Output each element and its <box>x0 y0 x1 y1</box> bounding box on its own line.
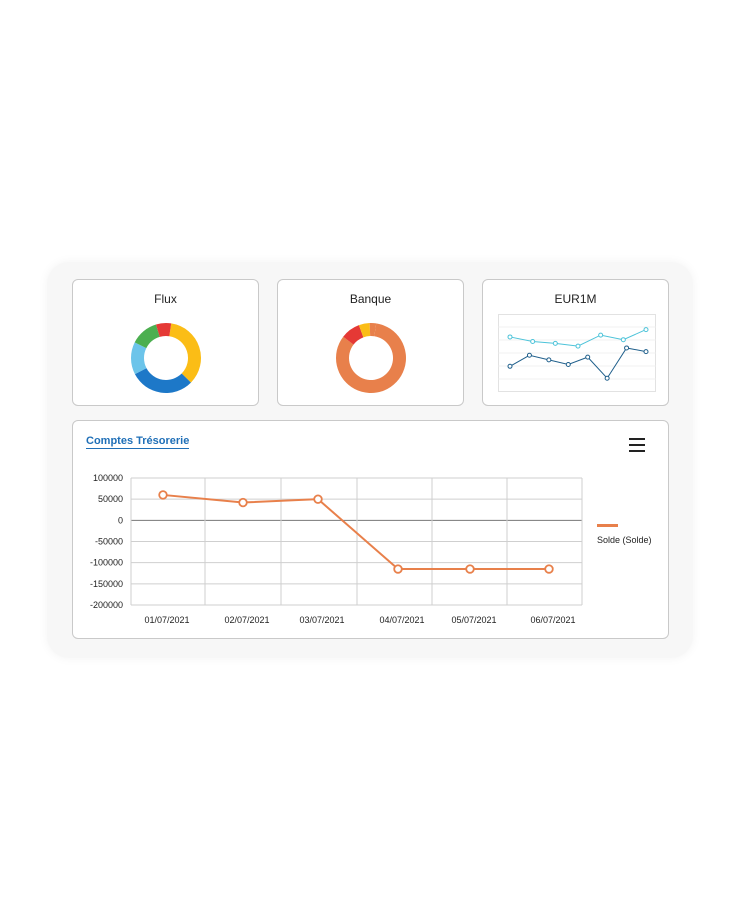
y-tick-label: -50000 <box>95 537 123 547</box>
mini-series-point[interactable] <box>624 345 630 351</box>
legend-label[interactable]: Solde (Solde) <box>597 535 652 545</box>
banque-donut-segment[interactable] <box>369 323 377 337</box>
mini-series-point[interactable] <box>565 361 571 367</box>
banque-donut-segment[interactable] <box>358 323 371 338</box>
flux-donut-segment[interactable] <box>134 324 160 349</box>
hamburger-menu-icon[interactable] <box>629 437 647 453</box>
comptes-tresorerie-card: Comptes Trésorerie 100000 50000 0 -50000 -10… <box>72 420 669 639</box>
y-tick-label: 50000 <box>98 494 123 504</box>
mini-series-point[interactable] <box>575 343 581 349</box>
x-tick-label: 01/07/2021 <box>144 615 189 625</box>
banque-donut-segment[interactable] <box>336 323 406 393</box>
solde-series-line <box>162 493 549 571</box>
eur1m-line-chart <box>498 314 656 392</box>
solde-data-point[interactable] <box>158 490 168 500</box>
eur1m-title: EUR1M <box>554 292 597 306</box>
eur1m-card: EUR1M <box>482 279 669 406</box>
flux-donut-segment[interactable] <box>134 368 191 393</box>
mini-series-point[interactable] <box>552 340 558 346</box>
y-tick-label: 100000 <box>93 473 123 483</box>
banque-card: Banque <box>277 279 464 406</box>
solde-data-point[interactable] <box>393 564 403 574</box>
y-tick-label: -150000 <box>90 579 123 589</box>
mini-series-point[interactable] <box>643 349 649 355</box>
banque-donut-segment[interactable] <box>343 325 364 345</box>
mini-series-line <box>509 347 647 380</box>
mini-series-point[interactable] <box>620 337 626 343</box>
x-tick-label: 03/07/2021 <box>299 615 344 625</box>
y-tick-label: -200000 <box>90 600 123 610</box>
flux-title: Flux <box>154 292 177 306</box>
x-tick-label: 02/07/2021 <box>224 615 269 625</box>
solde-data-point[interactable] <box>465 564 475 574</box>
flux-donut-segment[interactable] <box>155 323 172 337</box>
x-tick-label: 06/07/2021 <box>530 615 575 625</box>
mini-series-point[interactable] <box>507 363 513 369</box>
mini-series-point[interactable] <box>530 339 536 345</box>
solde-data-point[interactable] <box>313 494 323 504</box>
solde-data-point[interactable] <box>544 564 554 574</box>
banque-donut-chart <box>336 323 406 393</box>
y-tick-label: -100000 <box>90 558 123 568</box>
solde-data-point[interactable] <box>238 497 248 508</box>
flux-donut-segment[interactable] <box>169 323 201 383</box>
main-chart-title[interactable]: Comptes Trésorerie <box>86 435 190 449</box>
y-tick-label: 0 <box>118 515 123 525</box>
mini-series-point[interactable] <box>585 354 591 360</box>
banque-title: Banque <box>349 292 392 306</box>
mini-series-point[interactable] <box>598 332 604 338</box>
mini-series-point[interactable] <box>526 352 532 358</box>
mini-series-point[interactable] <box>604 375 610 381</box>
solde-line-chart: 100000 50000 0 -50000 -100000 -150000 -200000 0… <box>90 473 583 625</box>
mini-series-point[interactable] <box>507 334 513 340</box>
flux-donut-segment[interactable] <box>131 342 147 375</box>
flux-donut-chart <box>131 323 201 393</box>
x-tick-label: 04/07/2021 <box>379 615 424 625</box>
x-tick-label: 05/07/2021 <box>451 615 496 625</box>
legend-swatch <box>597 524 618 527</box>
mini-series-point[interactable] <box>546 357 552 363</box>
flux-card: Flux <box>72 279 259 406</box>
mini-series-point[interactable] <box>643 327 649 333</box>
